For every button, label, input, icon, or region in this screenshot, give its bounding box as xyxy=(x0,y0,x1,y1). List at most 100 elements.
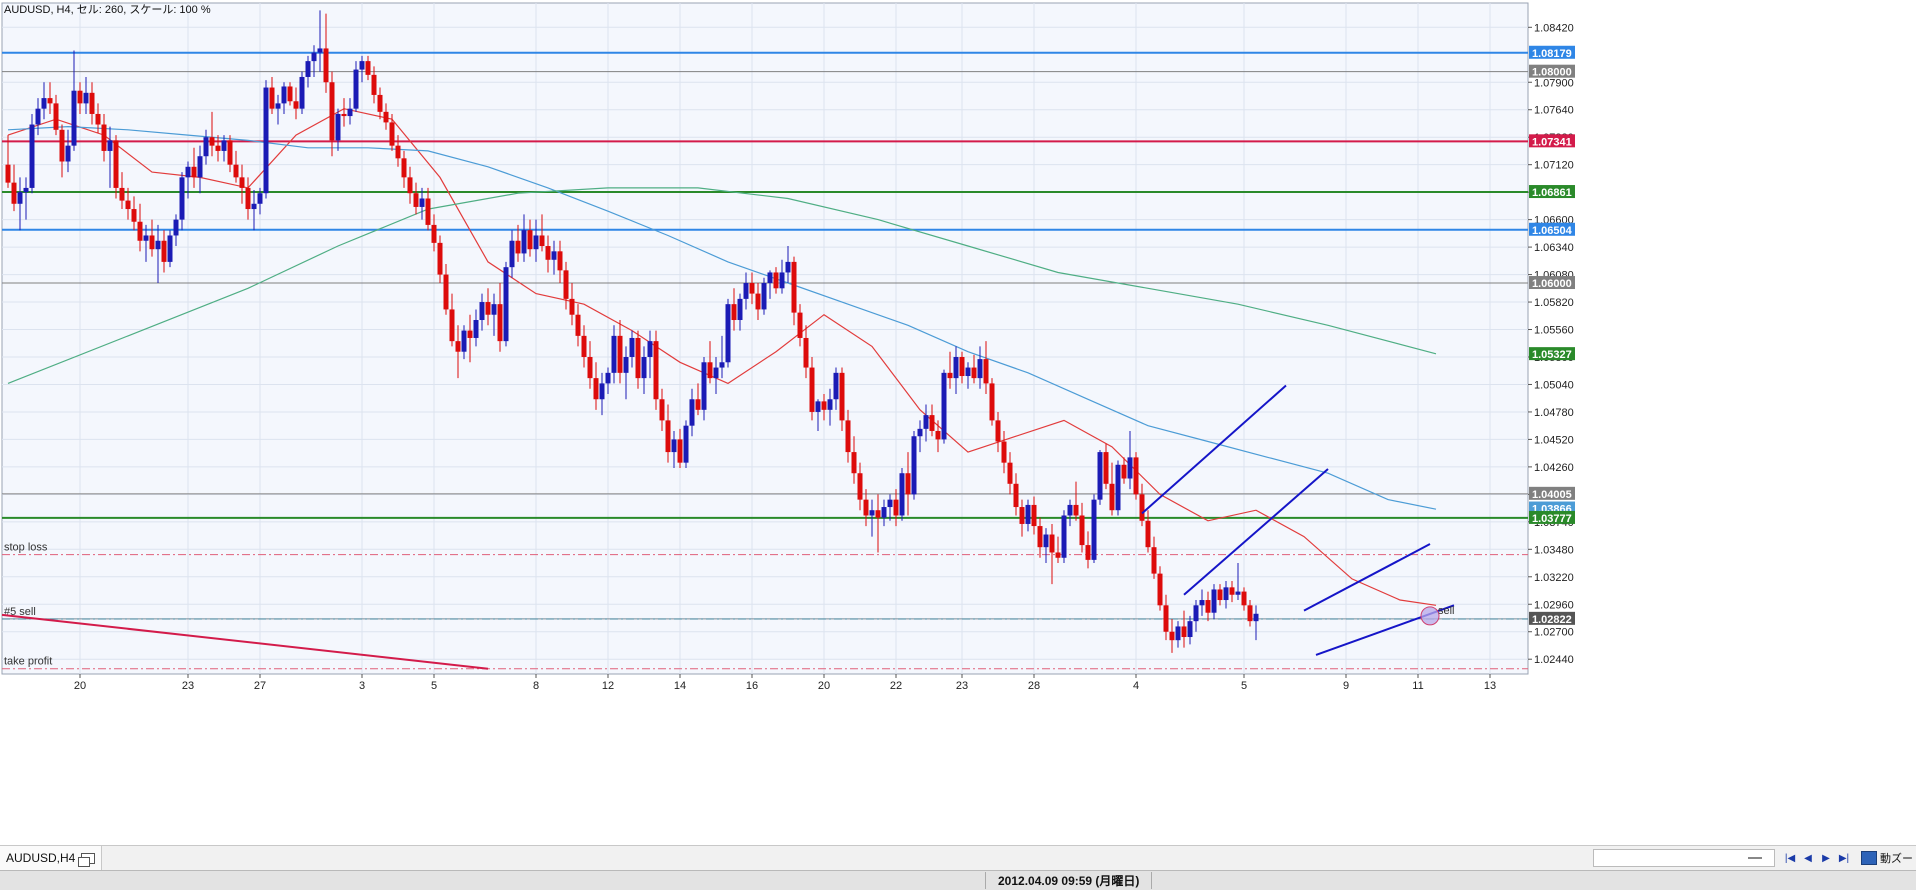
candle-body xyxy=(863,499,869,516)
dynamic-zoom-button[interactable]: 動ズー xyxy=(1853,850,1916,866)
candle-body xyxy=(935,430,941,440)
chart-scrollbar[interactable] xyxy=(1593,849,1775,867)
candle-body xyxy=(413,193,419,207)
candle-body xyxy=(881,507,887,518)
candle-body xyxy=(1097,452,1103,500)
y-tick-label: 1.04260 xyxy=(1534,462,1574,474)
price-level-tag xyxy=(1529,64,1575,78)
y-tick-label: 1.03480 xyxy=(1534,544,1574,556)
price-chart-svg[interactable]: 1.084201.079001.076401.073801.071201.068… xyxy=(0,0,1916,845)
candle-body xyxy=(371,74,377,95)
candle-body xyxy=(653,341,659,400)
candle-body xyxy=(377,94,383,112)
candle-body xyxy=(923,415,929,429)
candle-body xyxy=(449,309,455,342)
candle-body xyxy=(113,140,119,188)
candle-body xyxy=(1235,591,1241,595)
channel-line xyxy=(1303,543,1431,612)
candle-body xyxy=(611,335,617,373)
x-tick-label: 5 xyxy=(1241,680,1247,692)
candle-body xyxy=(1157,573,1163,606)
price-level-label: 1.06000 xyxy=(1532,278,1572,290)
candle-body xyxy=(149,235,155,250)
chart-area[interactable]: 1.084201.079001.076401.073801.071201.068… xyxy=(0,0,1916,845)
candle-body xyxy=(143,235,149,241)
price-level-label: 1.04005 xyxy=(1532,489,1572,501)
candle-body xyxy=(521,230,527,254)
candle-body xyxy=(1031,504,1037,527)
candle-body xyxy=(713,367,719,379)
candle-body xyxy=(419,198,425,207)
scroll-left-icon[interactable]: ◀ xyxy=(1804,852,1812,864)
window-restore-icon[interactable] xyxy=(78,852,96,867)
candle-body xyxy=(695,399,701,410)
candle-body xyxy=(665,420,671,453)
scroll-right-icon[interactable]: ▶ xyxy=(1822,852,1830,864)
candle-body xyxy=(1145,520,1151,548)
candle-body xyxy=(1073,504,1079,516)
sell-marker xyxy=(1420,606,1440,626)
candle-body xyxy=(161,240,167,262)
candle-body xyxy=(569,298,575,315)
candle-body xyxy=(533,235,539,250)
candle-body xyxy=(167,235,173,262)
chart-title: AUDUSD, H4, セル: 260, スケール: 100 % xyxy=(4,3,211,16)
x-tick-label: 22 xyxy=(890,680,902,692)
dynamic-zoom-label: 動ズー xyxy=(1880,853,1913,865)
candle-body xyxy=(233,164,239,178)
y-tick-label: 1.07120 xyxy=(1534,160,1574,172)
candle-body xyxy=(989,383,995,421)
price-level-label: 1.02822 xyxy=(1532,614,1572,626)
candle-body xyxy=(749,283,755,294)
candle-body xyxy=(1103,452,1109,484)
chart-tab-bar: AUDUSD,H4 |◀ ◀ ▶ ▶| 動ズー xyxy=(0,845,1916,870)
candle-body xyxy=(251,203,257,210)
candle-body xyxy=(671,439,677,453)
x-tick-label: 3 xyxy=(359,680,365,692)
candle-body xyxy=(323,48,329,83)
candle-body xyxy=(11,182,17,204)
scroll-first-icon[interactable]: |◀ xyxy=(1784,852,1796,864)
candle-body xyxy=(179,177,185,220)
candle-body xyxy=(173,219,179,236)
candle-body xyxy=(431,224,437,243)
channel-line xyxy=(1183,468,1329,596)
candle-body xyxy=(797,312,803,338)
candle-body xyxy=(563,270,569,299)
price-level-tag xyxy=(1529,486,1575,500)
chart-tab[interactable]: AUDUSD,H4 xyxy=(0,846,103,870)
scroll-last-icon[interactable]: ▶| xyxy=(1838,852,1850,864)
candle-body xyxy=(575,314,581,336)
y-tick-label: 1.04780 xyxy=(1534,407,1574,419)
candle-body xyxy=(1115,464,1121,511)
candle-body xyxy=(743,283,749,299)
price-level-label: 1.05327 xyxy=(1532,349,1572,361)
candle-body xyxy=(71,90,77,146)
candle-body xyxy=(1211,589,1217,613)
scrollbar-thumb[interactable] xyxy=(1748,857,1762,859)
status-datetime: 2012.04.09 09:59 (月曜日) xyxy=(985,872,1153,889)
candle-body xyxy=(1127,457,1133,479)
price-level-tag xyxy=(1529,347,1575,361)
candle-body xyxy=(851,452,857,474)
candle-body xyxy=(107,140,113,151)
candle-body xyxy=(857,473,863,500)
candle-body xyxy=(641,356,647,379)
candle-body xyxy=(209,137,215,146)
x-tick-label: 20 xyxy=(74,680,86,692)
price-level-label: 1.03777 xyxy=(1532,513,1572,525)
price-level-label: 1.08000 xyxy=(1532,67,1572,79)
candle-body xyxy=(719,362,725,368)
candle-body xyxy=(311,52,317,62)
moving-average-line xyxy=(7,125,1437,510)
y-tick-label: 1.05040 xyxy=(1534,379,1574,391)
candle-body xyxy=(203,137,209,157)
candle-body xyxy=(1055,552,1061,558)
candle-body xyxy=(929,415,935,431)
candle-body xyxy=(281,86,287,104)
candle-body xyxy=(491,304,497,315)
candle-body xyxy=(785,261,791,273)
price-level-tag xyxy=(1529,611,1575,625)
candle-body xyxy=(35,108,41,125)
y-tick-label: 1.07640 xyxy=(1534,105,1574,117)
